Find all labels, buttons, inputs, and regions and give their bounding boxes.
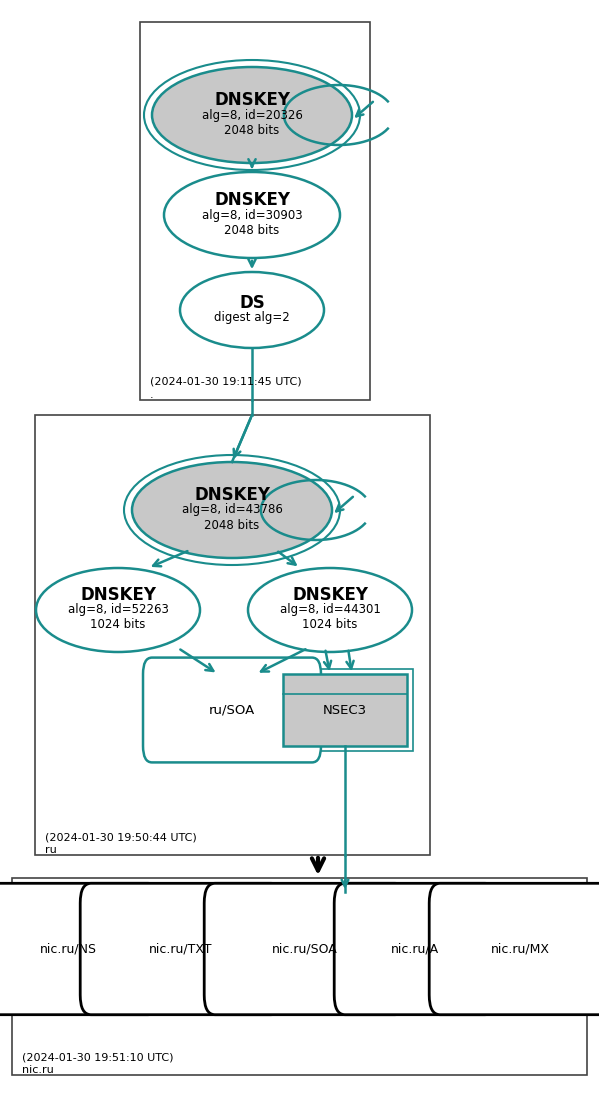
Text: nic.ru/TXT: nic.ru/TXT <box>149 943 213 955</box>
Ellipse shape <box>132 462 332 558</box>
Text: DNSKEY: DNSKEY <box>194 486 270 504</box>
FancyBboxPatch shape <box>140 22 370 400</box>
Ellipse shape <box>152 67 352 163</box>
Text: alg=8, id=43786: alg=8, id=43786 <box>181 503 283 516</box>
Text: 2048 bits: 2048 bits <box>204 519 259 532</box>
Text: nic.ru/NS: nic.ru/NS <box>40 943 96 955</box>
FancyBboxPatch shape <box>35 415 430 856</box>
Text: ru/SOA: ru/SOA <box>209 703 255 717</box>
Text: (2024-01-30 19:50:44 UTC): (2024-01-30 19:50:44 UTC) <box>45 833 196 842</box>
Text: .: . <box>150 389 153 400</box>
Text: 2048 bits: 2048 bits <box>225 124 280 137</box>
Ellipse shape <box>164 172 340 258</box>
Text: nic.ru/SOA: nic.ru/SOA <box>272 943 338 955</box>
Text: DNSKEY: DNSKEY <box>292 586 368 604</box>
Text: alg=8, id=44301: alg=8, id=44301 <box>280 604 380 617</box>
Ellipse shape <box>248 568 412 652</box>
FancyBboxPatch shape <box>0 883 159 1015</box>
Ellipse shape <box>36 568 200 652</box>
Text: DNSKEY: DNSKEY <box>80 586 156 604</box>
Text: nic.ru/MX: nic.ru/MX <box>491 943 549 955</box>
FancyBboxPatch shape <box>12 878 587 1075</box>
Text: alg=8, id=20326: alg=8, id=20326 <box>201 108 302 121</box>
Text: nic.ru: nic.ru <box>22 1064 54 1075</box>
Text: (2024-01-30 19:51:10 UTC): (2024-01-30 19:51:10 UTC) <box>22 1052 174 1062</box>
Text: 1024 bits: 1024 bits <box>90 618 146 631</box>
Text: (2024-01-30 19:11:45 UTC): (2024-01-30 19:11:45 UTC) <box>150 377 302 387</box>
FancyBboxPatch shape <box>80 883 282 1015</box>
Text: DNSKEY: DNSKEY <box>214 191 290 209</box>
Text: 2048 bits: 2048 bits <box>225 223 280 236</box>
FancyBboxPatch shape <box>204 883 406 1015</box>
Ellipse shape <box>180 272 324 348</box>
Text: nic.ru/A: nic.ru/A <box>391 943 439 955</box>
FancyBboxPatch shape <box>143 657 321 763</box>
Text: NSEC3: NSEC3 <box>323 703 367 717</box>
Text: ru: ru <box>45 845 57 856</box>
Text: DS: DS <box>239 293 265 312</box>
Text: digest alg=2: digest alg=2 <box>214 311 290 324</box>
FancyBboxPatch shape <box>334 883 496 1015</box>
Text: alg=8, id=30903: alg=8, id=30903 <box>202 209 302 221</box>
FancyBboxPatch shape <box>429 883 599 1015</box>
FancyBboxPatch shape <box>283 674 407 746</box>
Text: alg=8, id=52263: alg=8, id=52263 <box>68 604 168 617</box>
Text: DNSKEY: DNSKEY <box>214 91 290 109</box>
Text: 1024 bits: 1024 bits <box>302 618 358 631</box>
